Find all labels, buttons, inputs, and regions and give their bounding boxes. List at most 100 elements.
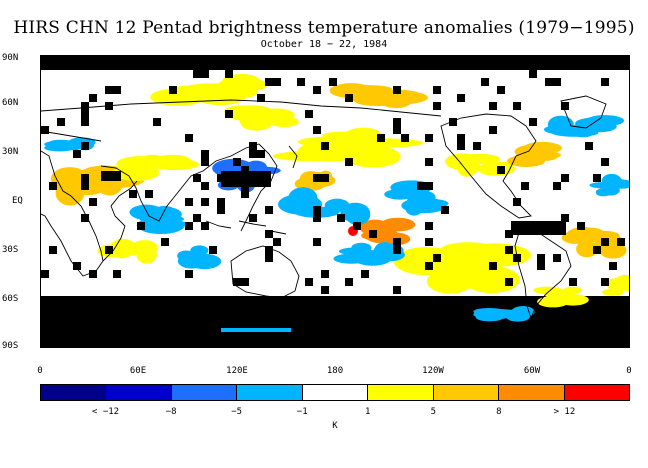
missing-data-cell — [369, 230, 377, 238]
missing-data-cell — [569, 278, 577, 286]
missing-data-cell — [49, 182, 57, 190]
anomaly-patch — [44, 140, 72, 148]
missing-data-cell — [393, 126, 401, 134]
missing-data-cell — [201, 182, 209, 190]
missing-data-cell — [513, 102, 521, 110]
missing-data-cell — [457, 134, 465, 142]
missing-data-cell — [153, 118, 161, 126]
missing-data-cell — [81, 182, 89, 190]
missing-data-cell — [225, 110, 233, 118]
missing-data-cell — [337, 214, 345, 222]
anomaly-patch — [459, 153, 501, 165]
missing-data-cell — [505, 246, 513, 254]
missing-data-cell — [313, 206, 321, 214]
missing-data-cell — [321, 270, 329, 278]
color-swatch-2 — [171, 385, 238, 400]
missing-data-cell — [113, 86, 121, 94]
color-swatch-5 — [368, 385, 434, 400]
missing-data-cell — [345, 94, 353, 102]
missing-data-cell — [473, 142, 481, 150]
missing-data-cell — [593, 174, 601, 182]
missing-data-cell — [561, 102, 569, 110]
missing-data-cell — [105, 246, 113, 254]
missing-data-cell — [185, 270, 193, 278]
missing-data-cell — [185, 198, 193, 206]
color-scale-label: 8 — [496, 407, 502, 417]
missing-data-cell — [609, 262, 617, 270]
color-swatch-0 — [41, 385, 107, 400]
lon-label-180: 180 — [326, 366, 344, 376]
missing-data-cell — [345, 278, 353, 286]
anomaly-patch — [404, 198, 424, 216]
anomaly-patch — [563, 286, 582, 294]
missing-data-cell — [193, 214, 201, 222]
missing-data-cell — [601, 158, 609, 166]
missing-data-cell — [313, 86, 321, 94]
missing-data-cell — [313, 126, 321, 134]
missing-data-cell — [425, 158, 433, 166]
lat-label-60n: 60N — [2, 98, 19, 108]
missing-data-cell — [89, 270, 97, 278]
missing-data-cell — [49, 246, 57, 254]
missing-data-cluster — [101, 171, 121, 181]
anomaly-patch — [602, 288, 624, 296]
lat-label-90s: 90S — [2, 341, 19, 351]
anomaly-patch — [599, 242, 627, 259]
missing-data-cluster — [221, 171, 271, 187]
anomaly-patch — [612, 278, 629, 290]
missing-data-cell — [457, 94, 465, 102]
color-swatch-1 — [106, 385, 172, 400]
missing-data-cell — [241, 278, 249, 286]
missing-data-cell — [513, 198, 521, 206]
missing-data-cell — [393, 286, 401, 294]
anomaly-patch — [245, 160, 268, 175]
missing-data-cell — [425, 182, 433, 190]
missing-data-cell — [321, 142, 329, 150]
lat-label-eq: EQ — [12, 196, 23, 206]
missing-data-cell — [553, 254, 561, 262]
missing-data-cell — [73, 262, 81, 270]
anomaly-patch — [591, 230, 620, 242]
missing-data-cell — [41, 126, 49, 134]
missing-data-cell — [553, 182, 561, 190]
missing-data-cell — [481, 78, 489, 86]
missing-data-cell — [313, 174, 321, 182]
missing-data-cell — [257, 150, 265, 158]
anomaly-patch — [239, 114, 268, 128]
anomaly-patch — [297, 140, 363, 162]
missing-data-cell — [601, 78, 609, 86]
missing-data-cell — [265, 246, 273, 254]
missing-data-cell — [73, 150, 81, 158]
missing-data-cell — [297, 78, 305, 86]
missing-data-cell — [209, 246, 217, 254]
anomaly-patch — [352, 250, 393, 266]
color-swatch-8 — [564, 385, 629, 400]
missing-data-cell — [345, 158, 353, 166]
missing-data-cell — [217, 198, 225, 206]
missing-data-cell — [185, 222, 193, 230]
missing-data-cell — [81, 110, 89, 118]
anomaly-patch — [380, 94, 412, 109]
missing-data-cell — [81, 118, 89, 126]
anomaly-patch — [269, 116, 299, 128]
missing-data-cell — [257, 94, 265, 102]
missing-data-cell — [449, 118, 457, 126]
lon-label-120w: 120W — [422, 366, 444, 376]
anomaly-patch — [384, 189, 416, 200]
color-scale-label: < −12 — [92, 407, 120, 417]
lat-label-90n: 90N — [2, 53, 19, 63]
missing-data-cell — [433, 254, 441, 262]
missing-data-cell — [57, 118, 65, 126]
lon-label-60w: 60W — [523, 366, 541, 376]
missing-data-cell — [393, 246, 401, 254]
anomaly-patch — [426, 269, 474, 294]
missing-data-cell — [89, 94, 97, 102]
missing-data-cell — [273, 238, 281, 246]
missing-data-cell — [313, 238, 321, 246]
missing-data-cell — [425, 134, 433, 142]
anomaly-map — [40, 55, 630, 348]
missing-data-cell — [521, 182, 529, 190]
missing-data-cell — [561, 214, 569, 222]
missing-data-cell — [305, 110, 313, 118]
missing-data-cell — [529, 118, 537, 126]
